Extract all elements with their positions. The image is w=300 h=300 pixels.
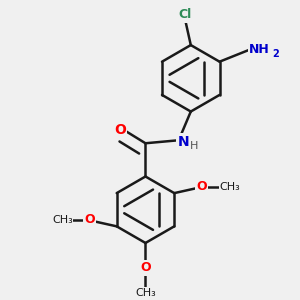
Text: O: O: [114, 123, 126, 137]
Text: 2: 2: [272, 49, 279, 59]
Text: O: O: [140, 261, 151, 274]
Text: H: H: [190, 141, 198, 151]
Text: N: N: [177, 135, 189, 149]
Text: O: O: [196, 180, 207, 193]
Text: CH₃: CH₃: [135, 288, 156, 298]
Text: CH₃: CH₃: [220, 182, 241, 192]
Text: NH: NH: [248, 43, 269, 56]
Text: Cl: Cl: [178, 8, 191, 21]
Text: CH₃: CH₃: [52, 215, 73, 225]
Text: O: O: [84, 213, 95, 226]
